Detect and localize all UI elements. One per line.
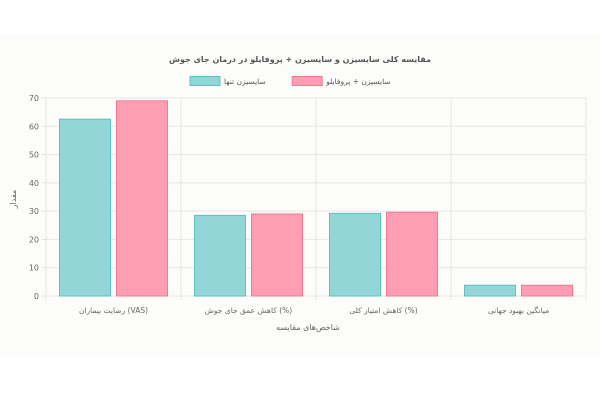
y-tick-label: 30 [29, 207, 39, 216]
y-axis: 0 10 20 30 40 50 60 70 [29, 94, 46, 301]
x-tick-label: میانگین بهبود جهانی [488, 306, 549, 315]
chart-card: مقایسه کلی سایسیزن و سایسیزن + پروفایلو … [0, 34, 600, 356]
y-tick-label: 10 [29, 264, 39, 273]
bar [521, 284, 573, 297]
x-tick-label: کاهش عمق جای جوش (%) [205, 306, 292, 315]
y-axis-label: مقدار [9, 190, 18, 210]
chart-svg: مقایسه کلی سایسیزن و سایسیزن + پروفایلو … [9, 55, 587, 332]
x-tick-label: کاهش امتیاز کلی (%) [349, 306, 417, 315]
bar [194, 214, 246, 297]
bar [251, 213, 303, 297]
bar [59, 118, 111, 297]
bar [116, 100, 168, 297]
y-tick-label: 50 [29, 151, 39, 160]
x-axis: رضایت بیماران (VAS) کاهش عمق جای جوش (%) ک… [79, 306, 549, 315]
y-tick-label: 60 [29, 122, 39, 131]
bar [386, 211, 438, 297]
y-tick-label: 40 [29, 179, 39, 188]
x-tick-label: رضایت بیماران (VAS) [79, 306, 148, 315]
legend-swatch [189, 76, 221, 86]
bar [464, 284, 516, 297]
legend-label: سایسیزن تنها [224, 77, 266, 86]
legend: سایسیزن تنها سایسیزن + پروفایلو [189, 76, 391, 86]
chart-title: مقایسه کلی سایسیزن و سایسیزن + پروفایلو … [169, 55, 431, 65]
y-tick-label: 20 [29, 235, 39, 244]
legend-swatch [291, 76, 323, 86]
bar [329, 212, 381, 297]
x-axis-label: شاخص‌های مقایسه [276, 323, 340, 332]
bars [59, 100, 573, 297]
y-tick-label: 0 [34, 292, 39, 301]
legend-label: سایسیزن + پروفایلو [325, 77, 390, 86]
y-tick-label: 70 [29, 94, 39, 103]
